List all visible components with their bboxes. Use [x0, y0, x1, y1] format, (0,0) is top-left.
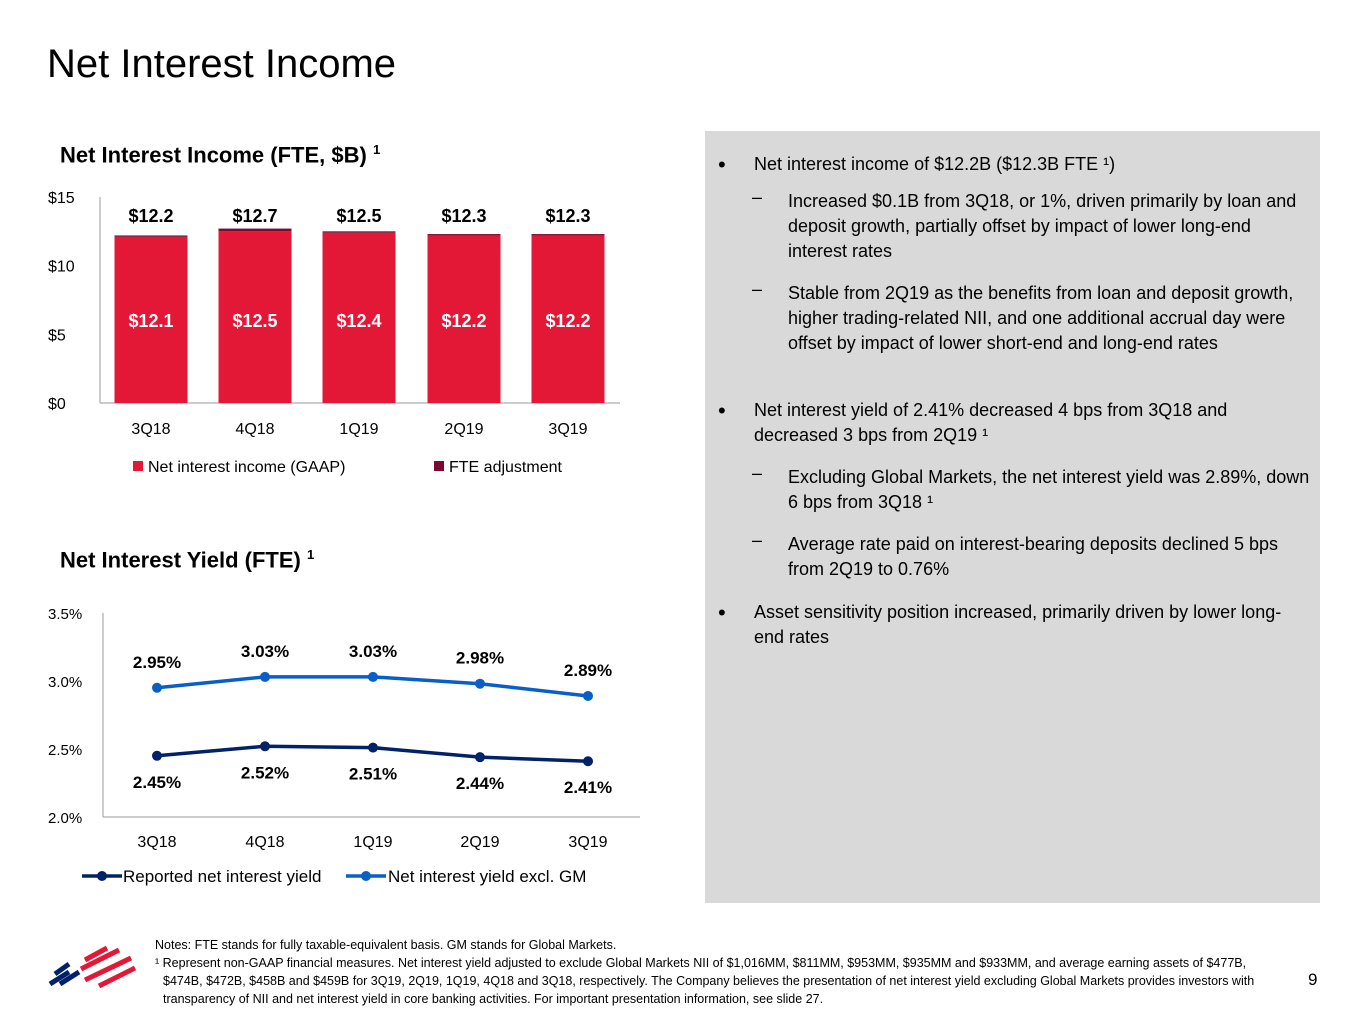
line-chart-title: Net Interest Yield (FTE) 1 — [60, 547, 315, 573]
bullet-dash: – — [752, 279, 763, 299]
data-label: 3.03% — [241, 642, 289, 661]
bar-fte-adjustment — [322, 231, 396, 233]
x-tick-label: 2Q19 — [444, 421, 483, 438]
bar-data-label: $12.4 — [336, 311, 381, 331]
page-title: Net Interest Income — [47, 42, 397, 86]
bullet-text: Asset sensitivity position increased, pr… — [754, 602, 1282, 647]
note-line: ¹ Represent non-GAAP financial measures.… — [155, 956, 1255, 1006]
bullet-dash: – — [752, 463, 763, 483]
bar-total-label: $12.5 — [336, 206, 381, 226]
x-tick-label: 1Q19 — [353, 834, 392, 851]
legend-swatch-gaap — [133, 461, 143, 471]
data-point — [152, 682, 162, 693]
bar-total-label: $12.2 — [128, 206, 173, 226]
page-number: 9 — [1308, 970, 1318, 989]
bar-fte-adjustment — [427, 234, 501, 236]
y-tick-label: 3.5% — [48, 606, 82, 623]
bullet-text: Net interest yield of 2.41% decreased 4 … — [754, 400, 1228, 445]
legend-label: Reported net interest yield — [123, 867, 321, 886]
x-tick-label: 4Q18 — [235, 421, 274, 438]
data-label: 2.51% — [349, 765, 397, 784]
bullet-dash: – — [752, 187, 763, 207]
data-label: 2.95% — [133, 653, 181, 672]
bullet-text: Stable from 2Q19 as the benefits from lo… — [788, 283, 1294, 353]
bullet-dot: • — [718, 152, 726, 177]
legend-marker — [361, 871, 371, 881]
legend-marker — [97, 871, 107, 881]
bullet-text: Net interest income of $12.2B ($12.3B FT… — [754, 154, 1116, 174]
bar-fte-adjustment — [531, 234, 605, 236]
bullet-dot: • — [718, 600, 726, 625]
bullet-text: Increased $0.1B from 3Q18, or 1%, driven… — [788, 191, 1297, 261]
bar-data-label: $12.2 — [545, 311, 590, 331]
data-label: 2.44% — [456, 774, 504, 793]
data-label: 2.98% — [456, 649, 504, 668]
data-label: 2.41% — [564, 778, 612, 797]
bullet-dot: • — [718, 398, 726, 423]
bar-fte-adjustment — [114, 235, 188, 237]
data-point — [260, 741, 270, 752]
x-tick-label: 3Q18 — [137, 834, 176, 851]
data-label: 2.52% — [241, 763, 289, 782]
bar-gaap — [531, 235, 605, 403]
y-tick-label: $15 — [48, 190, 75, 207]
bar-chart-title: Net Interest Income (FTE, $B) 1 — [60, 142, 381, 168]
y-tick-label: $5 — [48, 327, 66, 344]
data-point — [475, 678, 485, 689]
data-label: 2.45% — [133, 773, 181, 792]
y-tick-label: $0 — [48, 396, 66, 413]
data-label: 3.03% — [349, 642, 397, 661]
data-point — [583, 756, 593, 767]
commentary-panel — [705, 131, 1320, 903]
y-tick-label: 2.0% — [48, 810, 82, 827]
x-tick-label: 3Q18 — [131, 421, 170, 438]
bullet-text: Excluding Global Markets, the net intere… — [788, 467, 1310, 512]
bar-data-label: $12.2 — [441, 311, 486, 331]
bar-gaap — [218, 231, 292, 403]
data-point — [475, 752, 485, 763]
x-tick-label: 1Q19 — [339, 421, 378, 438]
x-tick-label: 3Q19 — [548, 421, 587, 438]
bar-data-label: $12.5 — [232, 311, 277, 331]
data-point — [583, 690, 593, 701]
bar-gaap — [427, 235, 501, 403]
bar-gaap — [114, 236, 188, 403]
data-point — [152, 750, 162, 761]
line-chart: 2.0% 2.5% 3.0% 3.5% 2.45% 2.52% 2.51% 2.44% 2.41… — [48, 606, 640, 886]
bank-flag-logo — [48, 945, 137, 989]
y-tick-label: 3.0% — [48, 674, 82, 691]
bar-total-label: $12.3 — [545, 206, 590, 226]
bar-total-label: $12.3 — [441, 206, 486, 226]
bullet-text: Average rate paid on interest-bearing de… — [788, 534, 1278, 579]
bullet-dash: – — [752, 530, 763, 550]
bar-total-label: $12.7 — [232, 206, 277, 226]
note-line: Notes: FTE stands for fully taxable-equi… — [155, 938, 617, 952]
legend-swatch-fte — [434, 461, 444, 471]
bar-chart: $0 $5 $10 $15 $12.1 $12.2 3Q18 $12.5 $12.7 4Q18 $1… — [48, 190, 620, 476]
data-point — [368, 671, 378, 682]
bar-fte-adjustment — [218, 228, 292, 232]
data-point — [260, 671, 270, 682]
footnotes: Notes: FTE stands for fully taxable-equi… — [155, 936, 1275, 1008]
legend-label-fte: FTE adjustment — [449, 459, 562, 476]
x-tick-label: 2Q19 — [460, 834, 499, 851]
legend-label-gaap: Net interest income (GAAP) — [148, 459, 345, 476]
y-tick-label: 2.5% — [48, 742, 82, 759]
x-tick-label: 3Q19 — [568, 834, 607, 851]
x-tick-label: 4Q18 — [245, 834, 284, 851]
data-point — [368, 742, 378, 753]
data-label: 2.89% — [564, 661, 612, 680]
legend-label: Net interest yield excl. GM — [388, 867, 586, 886]
y-tick-label: $10 — [48, 259, 75, 276]
bar-gaap — [322, 232, 396, 403]
bar-data-label: $12.1 — [128, 311, 173, 331]
